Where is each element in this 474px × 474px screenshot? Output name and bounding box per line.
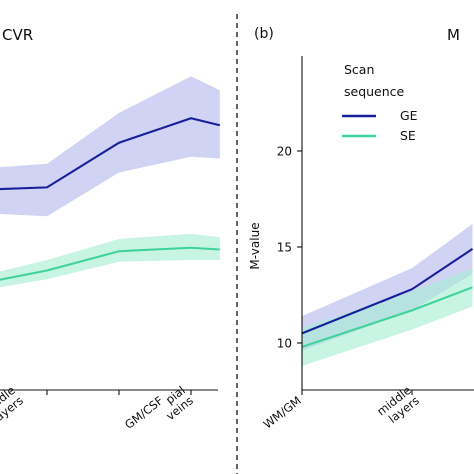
m-se-band (302, 268, 473, 367)
legend: Scan sequence GE SE (342, 62, 418, 143)
m-y-tick-label: 15 (277, 241, 292, 255)
cvr-ge-line (0, 117, 221, 191)
panel-m-y-axis-label: M-value (248, 222, 262, 269)
legend-title-line-2: sequence (344, 84, 405, 99)
m-y-tick-label: 20 (277, 145, 292, 159)
legend-title-line-1: Scan (344, 62, 374, 77)
m-ge-line (301, 248, 474, 335)
legend-ge-label: GE (400, 108, 418, 123)
legend-se-label: SE (400, 128, 416, 143)
panel-m-title: M (447, 26, 460, 44)
m-se-line (301, 286, 473, 348)
cvr-x-tick-label-gm-csf: GM/CSF (122, 393, 166, 432)
m-y-tick-label: 10 (277, 337, 292, 351)
panel-cvr-title: CVR (2, 26, 33, 44)
cvr-se-line (0, 246, 220, 281)
panel-m-letter: (b) (254, 26, 274, 42)
cvr-se-band (0, 233, 220, 288)
m-x-tick-label-wm-gm: WM/GM (261, 393, 304, 431)
cvr-ge-band (0, 76, 220, 217)
